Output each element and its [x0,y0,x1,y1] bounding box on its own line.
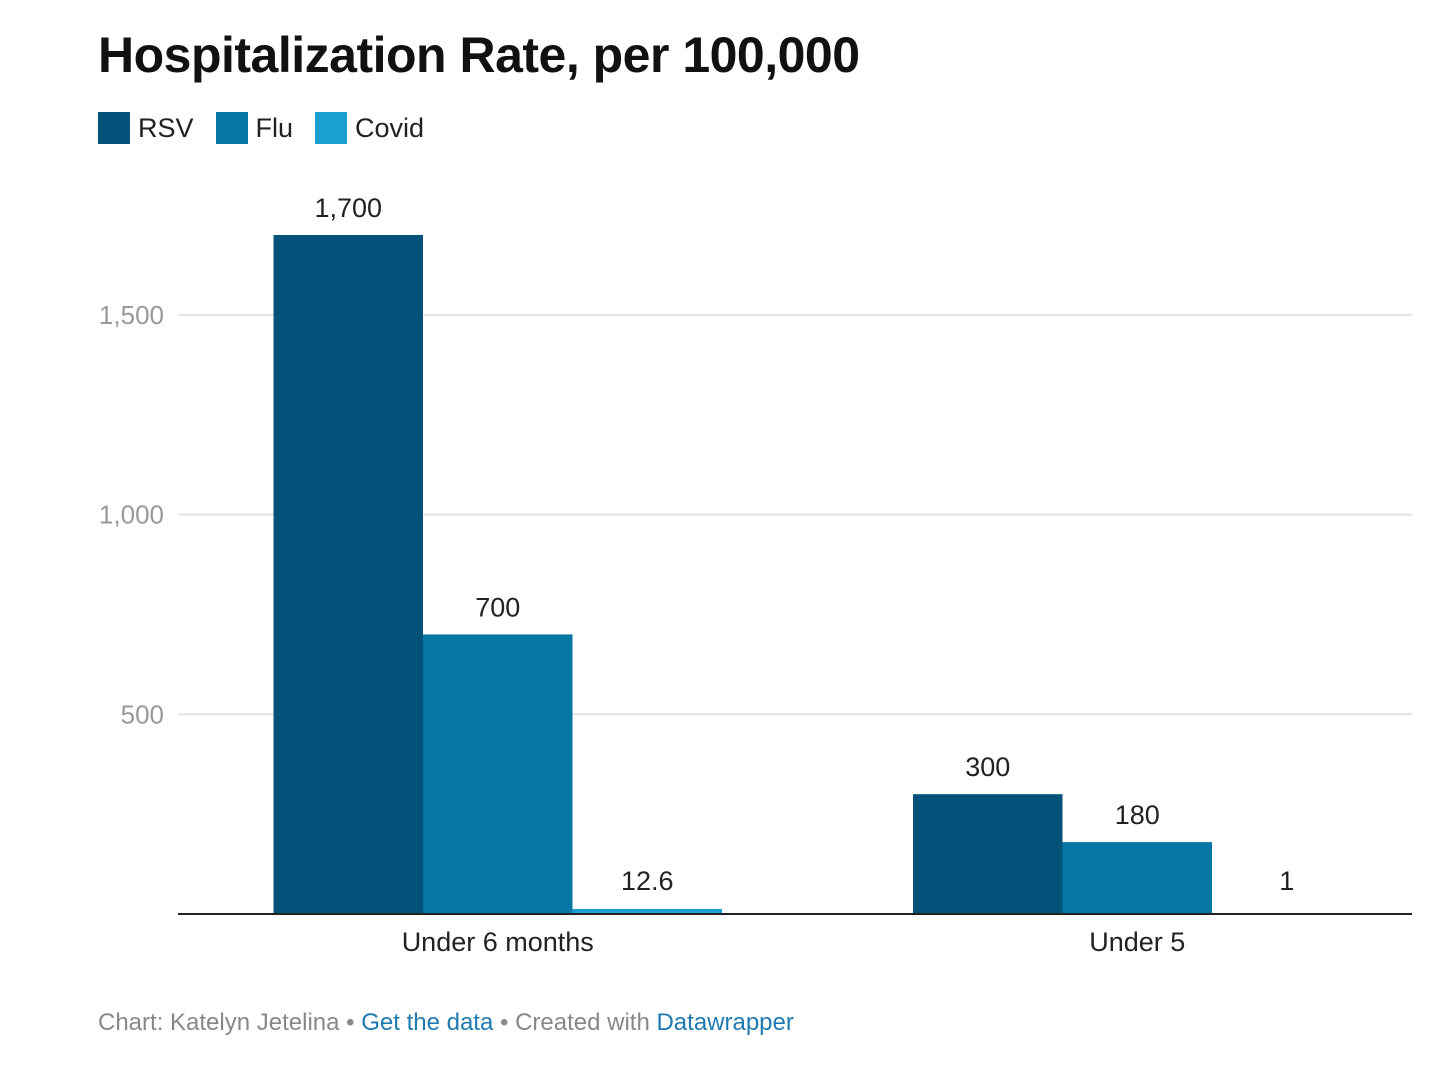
y-tick-label: 1,500 [99,300,164,330]
footer-separator: • [346,1009,355,1036]
bar-value-label: 300 [965,752,1010,782]
chart-title: Hospitalization Rate, per 100,000 [98,27,860,83]
y-tick-label: 1,000 [99,500,164,530]
x-tick-label: Under 5 [1089,927,1185,957]
datawrapper-link[interactable]: Datawrapper [656,1009,794,1036]
bar-value-label: 180 [1115,800,1160,830]
legend-item-rsv: RSV [98,112,194,144]
bar-flu [1062,842,1212,914]
footer-created-with: Created with [515,1009,650,1036]
y-tick-label: 500 [121,699,164,729]
get-the-data-link[interactable]: Get the data [361,1009,494,1036]
footer-credit: Chart: Katelyn Jetelina [98,1009,340,1036]
chart-footer: Chart: Katelyn Jetelina • Get the data •… [98,1009,794,1037]
legend-swatch-rsv [98,112,130,144]
bar-rsv [273,235,423,914]
bar-rsv [913,794,1063,914]
bar-covid [572,908,722,914]
legend: RSV Flu Covid [98,112,424,144]
legend-label-rsv: RSV [138,112,194,143]
bar-flu [423,634,573,914]
legend-swatch-covid [315,112,348,144]
legend-label-covid: Covid [355,112,425,143]
bar-value-label: 1 [1279,866,1294,896]
footer-separator: • [499,1009,509,1036]
x-tick-label: Under 6 months [402,927,594,957]
bar-value-label: 700 [475,592,520,622]
bar-value-label: 1,700 [314,193,382,223]
legend-item-covid: Covid [315,112,424,144]
legend-swatch-flu [215,112,248,144]
bar-value-label: 12.6 [621,866,674,896]
bar-chart: 500 1,000 1,500 1,700 700 12.6 Under 6 months 3… [99,193,1412,957]
legend-item-flu: Flu [215,112,294,144]
legend-label-flu: Flu [255,112,294,143]
